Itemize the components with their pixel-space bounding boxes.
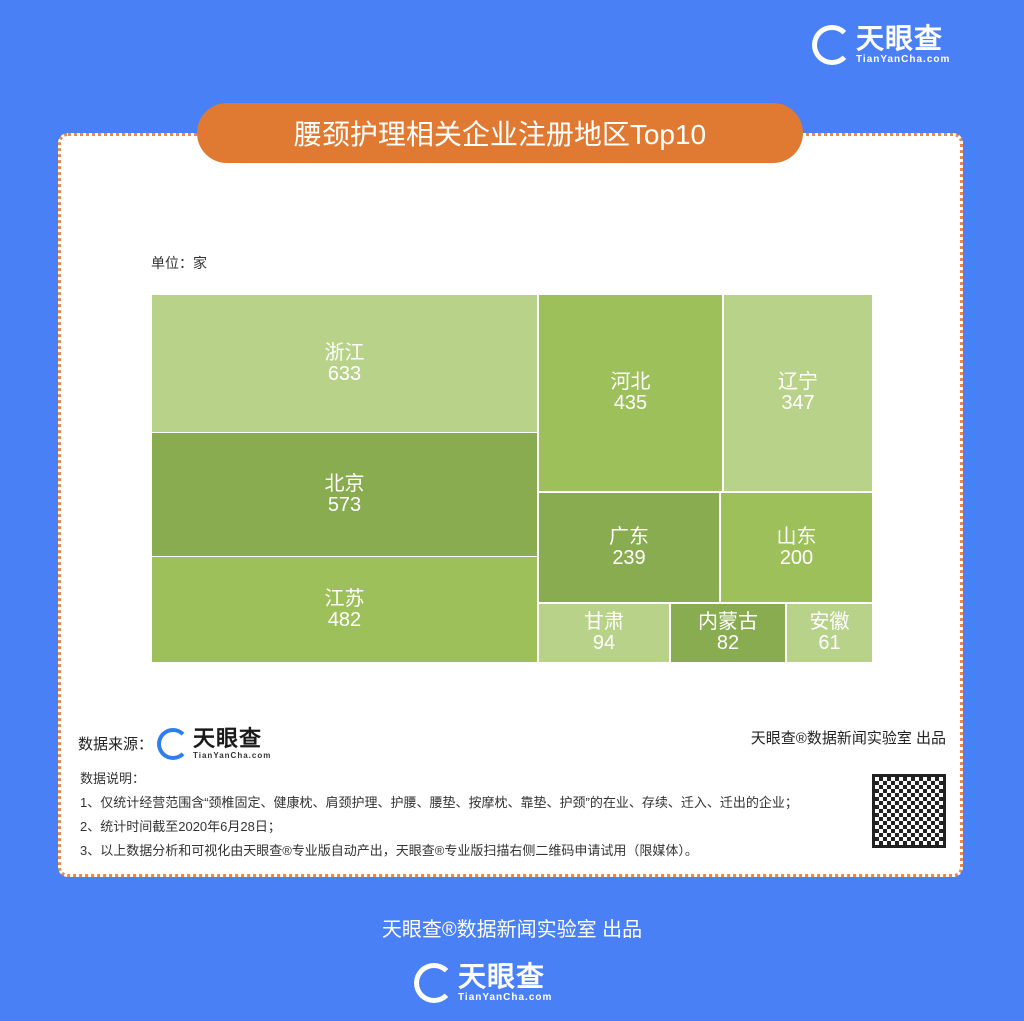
footer-producer: 天眼查®数据新闻实验室 出品 bbox=[381, 919, 643, 941]
treemap-cell: 河北 435 bbox=[539, 295, 722, 491]
cell-value: 82 bbox=[716, 632, 740, 654]
cell-label: 北京 bbox=[324, 472, 365, 495]
cell-label: 广东 bbox=[609, 525, 649, 548]
footer-logo: 天眼查 TianYanCha.com bbox=[414, 962, 552, 1003]
cell-label: 甘肃 bbox=[584, 611, 624, 633]
cell-label: 河北 bbox=[610, 371, 651, 393]
treemap-cell: 甘肃 94 bbox=[539, 604, 669, 662]
treemap-cell: 北京 573 bbox=[152, 433, 537, 556]
cell-label: 江苏 bbox=[324, 587, 365, 610]
cell-label: 浙江 bbox=[324, 341, 365, 364]
treemap-cell: 江苏 482 bbox=[152, 557, 537, 662]
cell-label: 辽宁 bbox=[778, 371, 818, 393]
logo-icon bbox=[812, 24, 852, 65]
treemap-cell: 安徽 61 bbox=[787, 604, 872, 662]
chart-title: 腰颈护理相关企业注册地区Top10 bbox=[197, 103, 803, 163]
cell-value: 347 bbox=[781, 392, 815, 414]
cell-value: 633 bbox=[327, 362, 362, 385]
treemap-cell: 山东 200 bbox=[721, 493, 872, 602]
logo-icon bbox=[414, 962, 454, 1003]
cell-value: 200 bbox=[779, 546, 814, 569]
qr-code[interactable] bbox=[872, 774, 946, 848]
cell-label: 山东 bbox=[776, 525, 817, 548]
cell-value: 94 bbox=[592, 632, 616, 654]
cell-value: 239 bbox=[612, 546, 646, 569]
cell-label: 安徽 bbox=[809, 611, 850, 633]
brand-logo: 天眼查 TianYanCha.com bbox=[812, 24, 950, 65]
logo-icon bbox=[157, 727, 190, 760]
data-source: 数据来源： 天眼查 TianYanCha.com bbox=[78, 726, 272, 761]
producer-label: 天眼查®数据新闻实验室 出品 bbox=[750, 730, 946, 747]
treemap-cell: 辽宁 347 bbox=[724, 295, 872, 491]
note-line: 1、仅统计经营范围含“颈椎固定、健康枕、肩颈护理、护腰、腰垫、按摩枕、靠垫、护颈… bbox=[80, 795, 798, 810]
cell-value: 482 bbox=[327, 608, 362, 631]
cell-label: 内蒙古 bbox=[698, 611, 758, 633]
cell-value: 435 bbox=[613, 392, 648, 414]
source-logo: 天眼查 TianYanCha.com bbox=[157, 727, 271, 760]
cell-value: 61 bbox=[818, 632, 841, 654]
treemap-cell: 内蒙古 82 bbox=[671, 604, 785, 662]
data-notes: 数据说明： 1、仅统计经营范围含“颈椎固定、健康枕、肩颈护理、护腰、腰垫、按摩枕… bbox=[80, 767, 798, 863]
note-line: 2、统计时间截至2020年6月28日； bbox=[80, 819, 281, 834]
treemap: 浙江 633 北京 573 江苏 482 河北 435 辽宁 347 广东 239 山东 200 甘肃 94 内… bbox=[152, 295, 872, 662]
treemap-cell: 浙江 633 bbox=[152, 295, 537, 432]
cell-value: 573 bbox=[327, 493, 362, 516]
unit-label: 单位：家 bbox=[151, 255, 207, 271]
treemap-cell: 广东 239 bbox=[539, 493, 719, 602]
note-line: 3、以上数据分析和可视化由天眼查®专业版自动产出，天眼查®专业版扫描右侧二维码申… bbox=[80, 843, 698, 858]
